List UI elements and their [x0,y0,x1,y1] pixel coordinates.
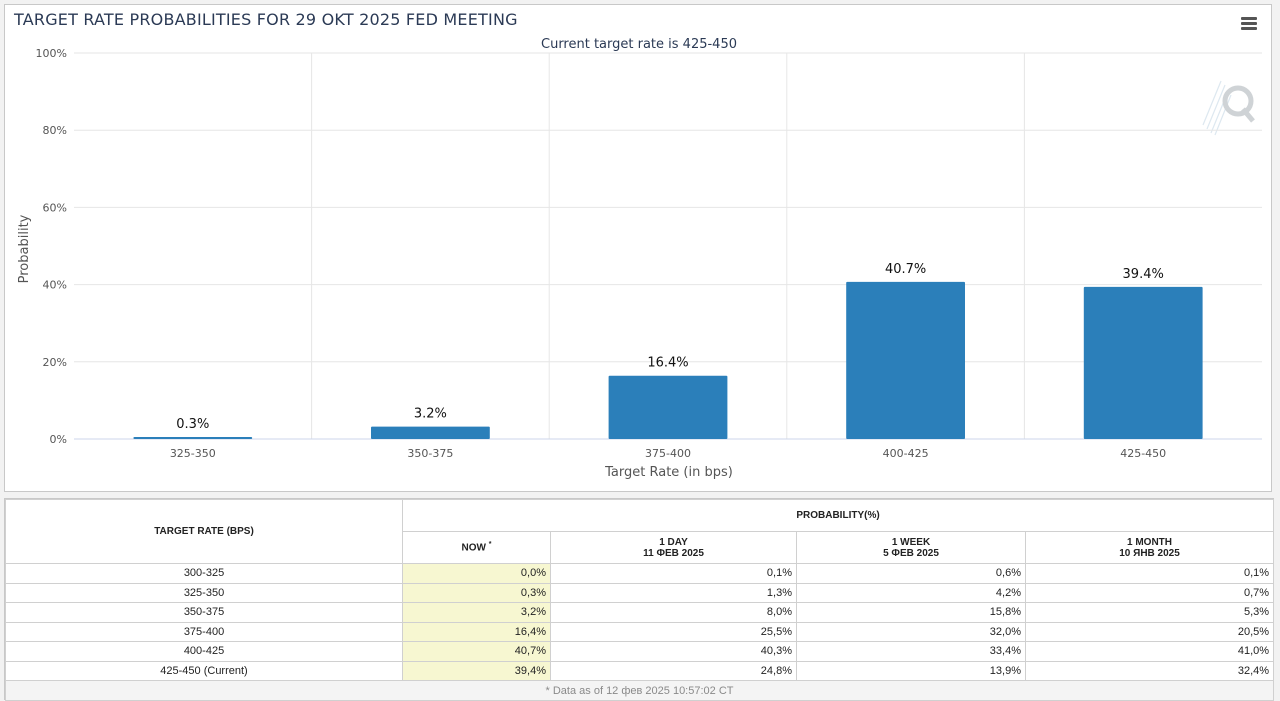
bar-325-350 [133,437,253,439]
rate-column-header: TARGET RATE (BPS) [5,499,403,564]
period-header-date: 5 ФЕВ 2025 [883,547,939,559]
x-axis-title: Target Rate (in bps) [604,465,733,480]
x-tick-label: 350-375 [407,447,453,460]
bars [133,281,1203,439]
week-probability-cell: 4,2% [796,582,1026,603]
q-logo-icon [1202,80,1255,136]
table-row: 425-450 (Current) 39,4% 24,8% 13,9% 32,4% [5,660,1275,681]
day-probability-cell: 24,8% [550,660,797,681]
month-probability-cell: 0,7% [1024,582,1275,603]
month-probability-cell: 41,0% [1024,641,1275,662]
rate-cell: 325-350 [5,582,403,603]
bar-data-label: 16.4% [647,356,688,371]
now-probability-cell: 40,7% [402,641,551,662]
day-probability-cell: 40,3% [550,641,797,662]
period-header-3: 1 MONTH 10 ЯНВ 2025 [1024,531,1275,564]
bar-data-label: 40.7% [885,262,926,277]
probability-table-panel: TARGET RATE (BPS) PROBABILITY(%) NOW * 1 … [4,498,1275,701]
table-row: 325-350 0,3% 1,3% 4,2% 0,7% [5,582,1275,603]
bar-400-425 [846,281,965,439]
now-probability-cell: 39,4% [402,660,551,681]
bar-350-375 [371,426,490,439]
now-probability-cell: 3,2% [402,602,551,623]
period-header-2: 1 WEEK 5 ФЕВ 2025 [796,531,1026,564]
rate-cell: 400-425 [5,641,403,662]
period-header-row: NOW * 1 DAY 11 ФЕВ 2025 1 WEEK 5 ФЕВ 2025 1 M… [6,531,1275,564]
y-tick-label: 0% [50,433,67,446]
day-probability-cell: 1,3% [550,582,797,603]
bar-425-450 [1083,286,1203,439]
bar-data-label: 3.2% [414,407,447,422]
rate-cell: 425-450 (Current) [5,660,403,681]
y-axis-ticks: 0% 20% 40% 60% 80% 100% [36,47,67,446]
probability-header: PROBABILITY(%) [401,499,1275,532]
period-header-label: NOW [461,542,486,554]
month-probability-cell: 32,4% [1024,660,1275,681]
probability-table: TARGET RATE (BPS) PROBABILITY(%) NOW * 1 … [4,499,1275,701]
month-probability-cell: 5,3% [1024,602,1275,623]
probability-table-body: 300-325 0,0% 0,1% 0,6% 0,1% 325-350 0,3% 1,3% 4,… [4,563,1275,701]
chart-title: TARGET RATE PROBABILITIES FOR 29 OKT 202… [14,10,518,29]
table-row: 350-375 3,2% 8,0% 15,8% 5,3% [5,602,1275,623]
now-probability-cell: 0,3% [402,582,551,603]
data-timestamp-footnote: * Data as of 12 фев 2025 10:57:02 CT [4,680,1275,701]
data-labels: 0.3% 3.2% 16.4% 40.7% 39.4% [176,262,1164,432]
y-tick-label: 80% [43,124,67,137]
x-tick-label: 325-350 [170,447,216,460]
period-header-1: 1 DAY 11 ФЕВ 2025 [550,531,797,564]
y-axis-title: Probability [17,214,32,283]
x-tick-label: 375-400 [645,447,691,460]
x-tick-label: 425-450 [1120,447,1166,460]
period-header-0: NOW * [402,531,551,564]
x-tick-label: 400-425 [883,447,929,460]
now-probability-cell: 16,4% [402,621,551,642]
rate-cell: 300-325 [5,563,403,584]
week-probability-cell: 0,6% [796,563,1026,584]
week-probability-cell: 15,8% [796,602,1026,623]
table-row: 300-325 0,0% 0,1% 0,6% 0,1% [5,563,1275,584]
day-probability-cell: 25,5% [550,621,797,642]
now-probability-cell: 0,0% [402,563,551,584]
bar-chart: 0% 20% 40% 60% 80% 100% 0.3% 3.2% 16.4% 40.7% 39.… [17,37,1262,480]
y-tick-label: 100% [36,47,67,60]
month-probability-cell: 0,1% [1024,563,1275,584]
period-header-label: 1 DAY [659,536,688,548]
period-header-label: 1 MONTH [1127,536,1173,548]
bar-data-label: 39.4% [1123,267,1164,282]
y-tick-label: 20% [43,356,67,369]
footnote-row: * Data as of 12 фев 2025 10:57:02 CT [4,680,1275,701]
month-probability-cell: 20,5% [1024,621,1275,642]
y-tick-label: 40% [43,279,67,292]
period-header-date: 11 ФЕВ 2025 [643,547,704,559]
day-probability-cell: 0,1% [550,563,797,584]
day-probability-cell: 8,0% [550,602,797,623]
x-axis-ticks: 325-350 350-375 375-400 400-425 425-450 [170,447,1166,460]
week-probability-cell: 33,4% [796,641,1026,662]
table-row: 375-400 16,4% 25,5% 32,0% 20,5% [5,621,1275,642]
y-tick-label: 60% [43,201,67,214]
rate-cell: 350-375 [5,602,403,623]
table-row: 400-425 40,7% 40,3% 33,4% 41,0% [5,641,1275,662]
rate-cell: 375-400 [5,621,403,642]
grid-lines [74,52,1262,440]
chart-panel: TARGET RATE PROBABILITIES FOR 29 OKT 202… [4,4,1272,492]
hamburger-menu-icon[interactable] [1241,17,1257,30]
period-header-date: 10 ЯНВ 2025 [1119,547,1180,559]
bar-375-400 [608,375,728,439]
week-probability-cell: 13,9% [796,660,1026,681]
week-probability-cell: 32,0% [796,621,1026,642]
footnote-marker: * [488,541,492,549]
chart-subtitle: Current target rate is 425-450 [541,37,737,52]
bar-data-label: 0.3% [176,417,209,432]
period-header-label: 1 WEEK [891,536,931,548]
